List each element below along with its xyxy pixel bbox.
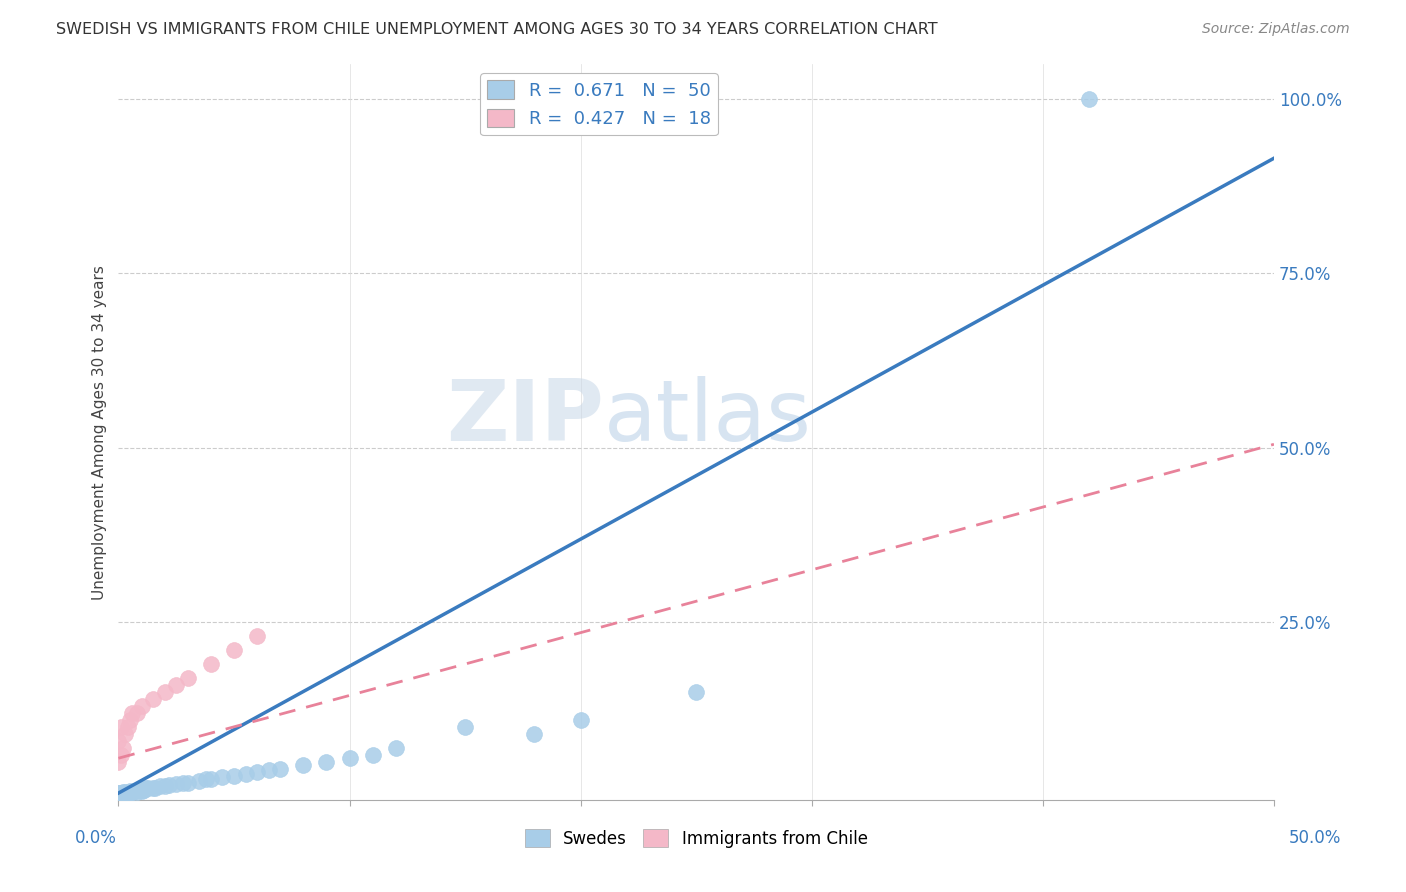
Text: 50.0%: 50.0%	[1288, 829, 1341, 847]
Point	[222, 643, 245, 657]
Point	[523, 727, 546, 741]
Point	[118, 713, 141, 727]
Point	[110, 789, 132, 804]
Point	[1078, 92, 1101, 106]
Point	[131, 698, 153, 713]
Point	[110, 786, 132, 800]
Point	[292, 758, 315, 772]
Point	[112, 740, 135, 755]
Point	[125, 706, 148, 720]
Point	[153, 685, 176, 699]
Point	[235, 767, 257, 781]
Point	[177, 671, 200, 685]
Text: SWEDISH VS IMMIGRANTS FROM CHILE UNEMPLOYMENT AMONG AGES 30 TO 34 YEARS CORRELAT: SWEDISH VS IMMIGRANTS FROM CHILE UNEMPLO…	[56, 22, 938, 37]
Point	[131, 782, 153, 797]
Text: ZIP: ZIP	[446, 376, 603, 458]
Point	[121, 706, 143, 720]
Point	[157, 779, 180, 793]
Point	[195, 772, 218, 786]
Point	[361, 747, 384, 762]
Point	[107, 789, 129, 804]
Legend: R =  0.671   N =  50, R =  0.427   N =  18: R = 0.671 N = 50, R = 0.427 N = 18	[479, 73, 718, 136]
Point	[315, 755, 337, 769]
Point	[132, 782, 155, 797]
Point	[107, 786, 129, 800]
Point	[165, 678, 187, 692]
Text: 0.0%: 0.0%	[75, 829, 117, 847]
Point	[107, 789, 129, 804]
Point	[200, 772, 222, 786]
Point	[211, 770, 233, 784]
Point	[114, 727, 136, 741]
Point	[384, 740, 406, 755]
Point	[118, 784, 141, 798]
Point	[188, 774, 211, 789]
Point	[145, 780, 167, 795]
Point	[124, 784, 146, 798]
Y-axis label: Unemployment Among Ages 30 to 34 years: Unemployment Among Ages 30 to 34 years	[93, 265, 107, 599]
Point	[177, 775, 200, 789]
Point	[142, 781, 165, 796]
Point	[107, 786, 129, 800]
Point	[110, 720, 132, 734]
Point	[121, 785, 143, 799]
Point	[107, 733, 129, 747]
Point	[172, 775, 194, 789]
Point	[118, 786, 141, 800]
Point	[128, 782, 150, 797]
Point	[110, 747, 132, 762]
Point	[114, 787, 136, 801]
Point	[135, 781, 157, 796]
Point	[142, 692, 165, 706]
Point	[107, 789, 129, 804]
Point	[112, 785, 135, 799]
Point	[131, 784, 153, 798]
Point	[112, 788, 135, 802]
Point	[257, 763, 280, 777]
Point	[569, 713, 592, 727]
Point	[114, 785, 136, 799]
Point	[153, 779, 176, 793]
Point	[246, 765, 269, 780]
Point	[138, 781, 160, 796]
Text: atlas: atlas	[603, 376, 811, 458]
Point	[200, 657, 222, 671]
Point	[685, 685, 707, 699]
Point	[107, 755, 129, 769]
Point	[246, 629, 269, 643]
Point	[339, 751, 361, 765]
Text: Source: ZipAtlas.com: Source: ZipAtlas.com	[1202, 22, 1350, 37]
Point	[117, 720, 139, 734]
Point	[149, 779, 172, 793]
Point	[165, 777, 187, 791]
Point	[222, 769, 245, 783]
Point	[117, 786, 139, 800]
Point	[454, 720, 477, 734]
Point	[125, 785, 148, 799]
Point	[269, 762, 291, 776]
